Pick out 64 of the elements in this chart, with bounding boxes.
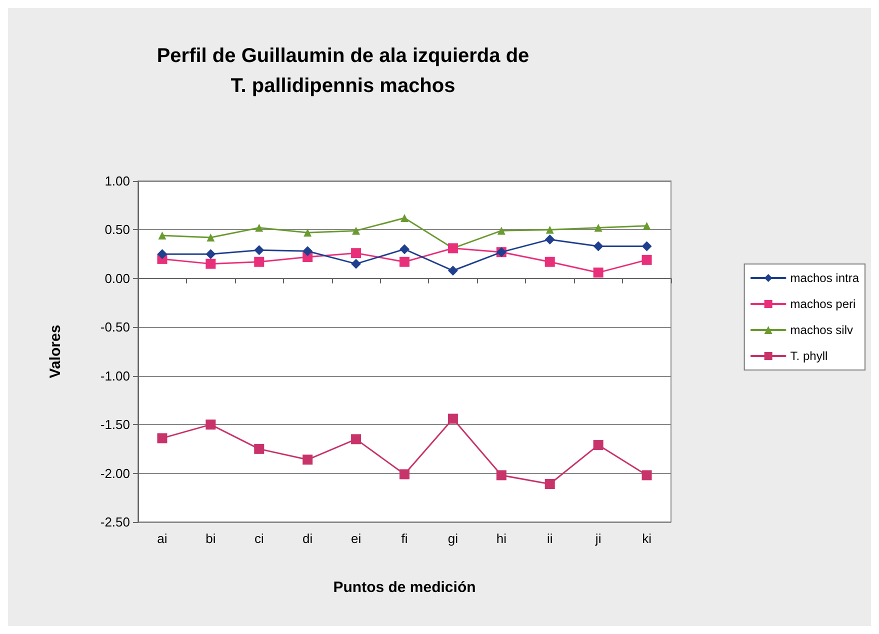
x-axis-title: Puntos de medición bbox=[333, 579, 476, 596]
point bbox=[157, 433, 168, 444]
y-tick-label: -1.50 bbox=[100, 417, 130, 432]
point bbox=[400, 256, 410, 267]
point bbox=[206, 249, 216, 260]
y-tick-label: -2.00 bbox=[100, 466, 130, 481]
point bbox=[400, 469, 410, 480]
point bbox=[497, 226, 506, 235]
point bbox=[496, 470, 506, 480]
legend-label: machos peri bbox=[790, 297, 856, 311]
x-tick-label: ci bbox=[254, 531, 264, 546]
point bbox=[302, 246, 313, 256]
point bbox=[254, 245, 264, 256]
point bbox=[544, 256, 555, 267]
point bbox=[593, 440, 604, 450]
point bbox=[158, 232, 166, 240]
point bbox=[254, 256, 264, 267]
legend-label: machos silv bbox=[790, 323, 853, 337]
point bbox=[206, 234, 215, 242]
point bbox=[157, 249, 168, 260]
x-tick-label: ji bbox=[594, 531, 602, 546]
point bbox=[544, 234, 555, 244]
legend-label: T. phyll bbox=[790, 349, 828, 363]
x-tick-label: ki bbox=[642, 531, 652, 546]
point bbox=[304, 228, 312, 237]
y-axis-title: Valores bbox=[47, 324, 64, 378]
point bbox=[255, 224, 264, 232]
point bbox=[593, 268, 604, 278]
y-tick-label: 1.00 bbox=[104, 174, 130, 188]
x-tick-label: bi bbox=[206, 531, 216, 546]
y-tick-label: -0.50 bbox=[100, 320, 130, 335]
x-tick-label: hi bbox=[496, 531, 507, 546]
point bbox=[352, 226, 360, 235]
point bbox=[351, 248, 362, 258]
point bbox=[642, 470, 652, 480]
point bbox=[448, 266, 458, 276]
point bbox=[642, 254, 652, 265]
point bbox=[642, 241, 652, 252]
y-tick-label: 0.00 bbox=[104, 270, 130, 286]
point bbox=[351, 258, 362, 269]
y-tick-label: -2.50 bbox=[100, 514, 130, 530]
x-tick-label: ii bbox=[546, 531, 553, 546]
x-tick-label: fi bbox=[401, 531, 408, 546]
point bbox=[400, 244, 410, 254]
point bbox=[544, 479, 555, 490]
x-tick-label: gi bbox=[448, 531, 458, 546]
point bbox=[546, 226, 554, 234]
point bbox=[302, 454, 313, 465]
point bbox=[351, 434, 362, 444]
x-tick-label: ai bbox=[157, 531, 168, 546]
chart-title: Perfil de Guillaumin de ala izquierda de T. pallidipennis machos bbox=[156, 45, 530, 97]
y-tick-label: -1.00 bbox=[100, 368, 130, 384]
legend-label: machos intra bbox=[790, 271, 860, 285]
point bbox=[206, 258, 216, 269]
point bbox=[642, 222, 651, 230]
point bbox=[206, 420, 216, 430]
point bbox=[594, 224, 602, 232]
y-tick-label: 0.50 bbox=[104, 222, 130, 238]
point bbox=[254, 444, 264, 454]
point bbox=[400, 214, 408, 222]
point bbox=[448, 414, 458, 424]
x-tick-label: di bbox=[302, 531, 313, 546]
point bbox=[593, 241, 604, 252]
x-tick-label: ei bbox=[350, 531, 362, 546]
